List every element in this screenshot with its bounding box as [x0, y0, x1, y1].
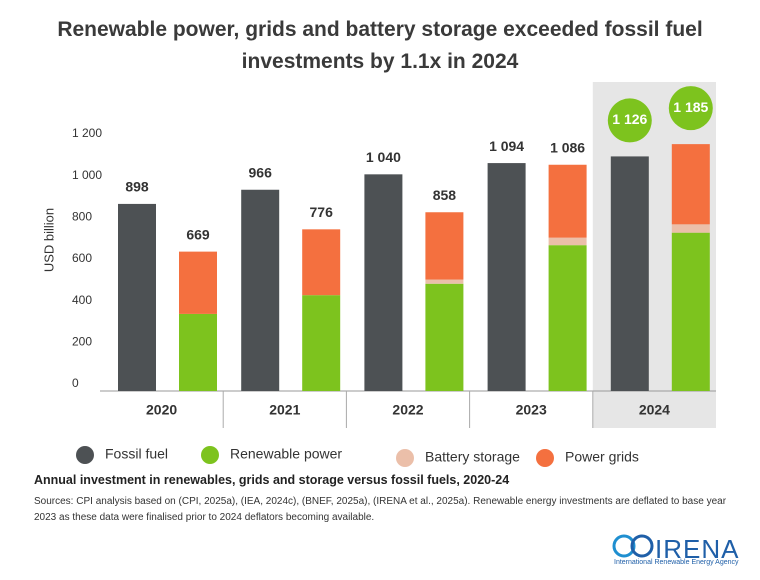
bar [425, 279, 464, 284]
y-tick-label: 800 [72, 210, 92, 224]
label-badge [607, 98, 652, 143]
bar [671, 224, 710, 233]
bar [118, 203, 156, 391]
y-tick-label: 1 000 [72, 168, 102, 182]
legend-swatch [396, 449, 414, 467]
logo-icon [630, 534, 654, 558]
x-tick-label: 2024 [639, 402, 670, 418]
chart-title: Renewable power, grids and battery stora… [57, 18, 703, 73]
data-label: 669 [186, 226, 210, 242]
x-tick-label: 2020 [146, 402, 177, 418]
bar [548, 237, 587, 246]
y-tick-label: 600 [72, 251, 92, 265]
x-tick-label: 2022 [392, 402, 423, 418]
y-tick-label: 200 [72, 335, 92, 349]
bar [241, 189, 280, 391]
x-tick-label: 2023 [516, 402, 547, 418]
bar [425, 283, 464, 391]
bar [671, 232, 710, 391]
bar [548, 164, 587, 238]
data-label: 1 185 [673, 99, 708, 115]
legend-swatch [201, 446, 219, 464]
data-label: 776 [310, 204, 334, 220]
legend-label: Battery storage [425, 449, 520, 465]
bar [179, 251, 217, 314]
data-label: 1 040 [366, 149, 401, 165]
bar [425, 212, 464, 280]
bar [487, 163, 526, 391]
legend-swatch [536, 449, 554, 467]
bar [179, 313, 217, 391]
agency: International Renewable Energy Agency [614, 559, 739, 566]
data-label: 1 086 [550, 139, 585, 155]
data-label: 898 [125, 179, 149, 195]
y-axis-label: USD billion [41, 208, 56, 272]
data-label: 1 126 [612, 111, 647, 127]
legend-swatch [76, 446, 94, 464]
y-tick-label: 1 200 [72, 126, 102, 140]
legend-label: Fossil fuel [105, 446, 168, 462]
logo: IRENA [655, 534, 740, 564]
legend-label: Power grids [565, 449, 639, 465]
y-tick-label: 400 [72, 293, 92, 307]
x-tick-label: 2021 [269, 402, 300, 418]
caption: Annual investment in renewables, grids a… [34, 473, 510, 487]
bar [671, 144, 710, 225]
bar [610, 156, 649, 391]
data-label: 966 [249, 164, 273, 180]
data-label: 858 [433, 187, 457, 203]
data-label: 1 094 [489, 138, 524, 154]
logo-icon [612, 534, 636, 558]
bar [548, 245, 587, 391]
bar [302, 229, 341, 296]
sources: Sources: CPI analysis based on (CPI, 202… [34, 496, 727, 523]
bar [302, 295, 341, 391]
bar [364, 174, 403, 391]
y-tick-label: 0 [72, 376, 79, 390]
legend-label: Renewable power [230, 446, 342, 462]
label-badge [668, 86, 713, 131]
